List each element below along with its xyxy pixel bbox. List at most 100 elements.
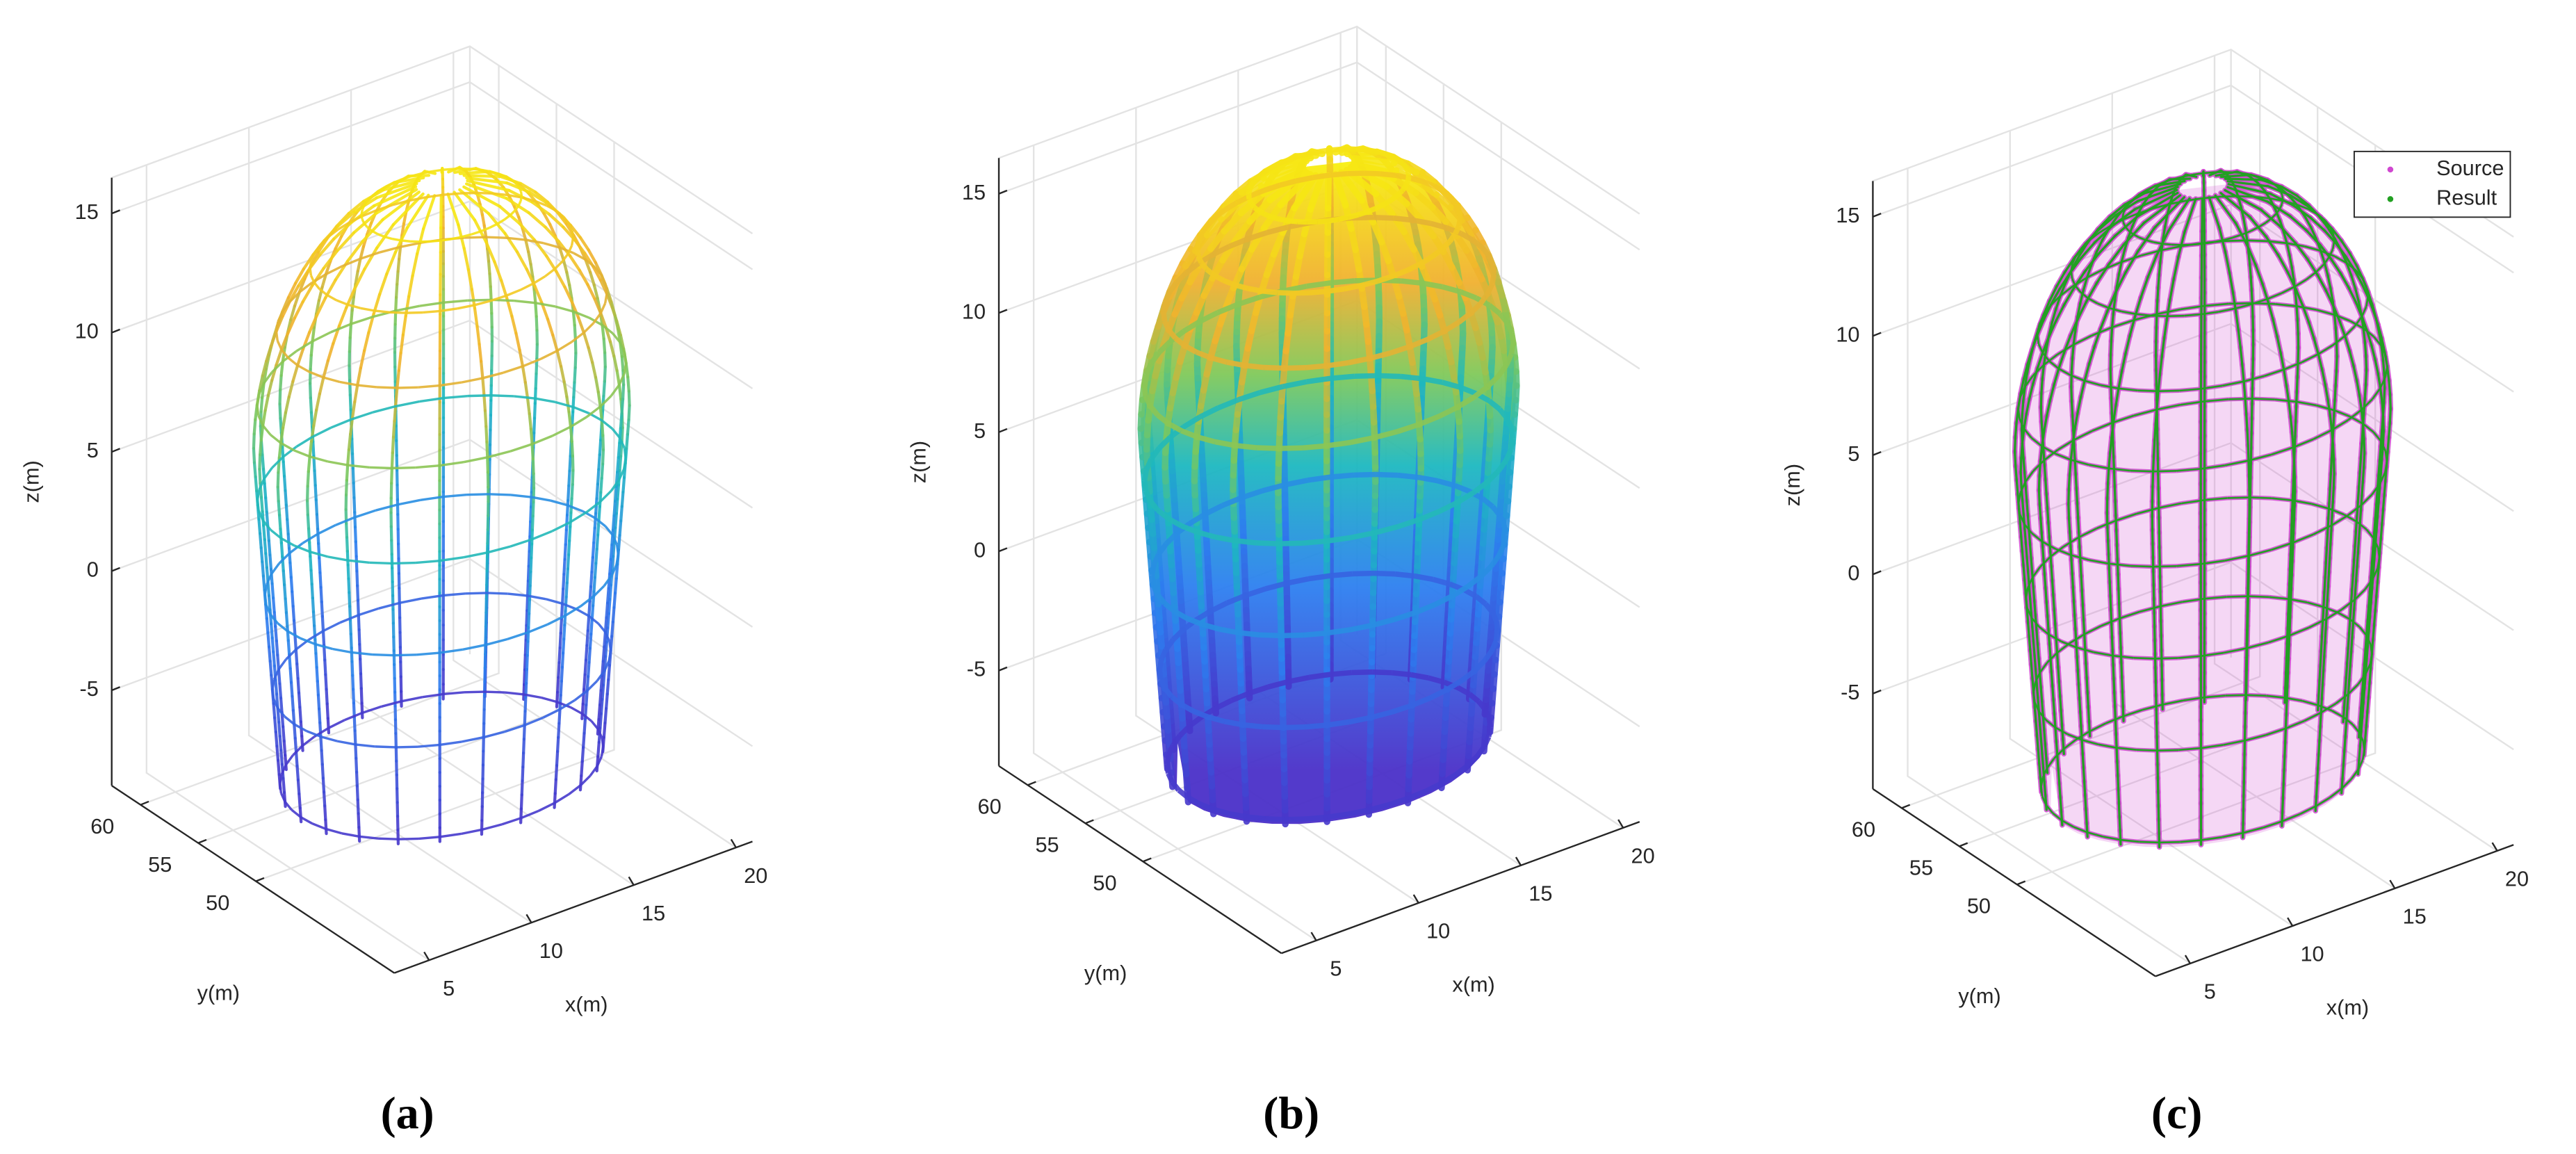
ring <box>617 469 626 481</box>
ring <box>1418 414 1441 427</box>
rib <box>307 455 311 473</box>
rib <box>359 687 364 705</box>
rib <box>358 642 362 661</box>
rib <box>2068 458 2072 476</box>
rib <box>2351 559 2356 577</box>
rib <box>488 272 492 288</box>
z-tick-label: 0 <box>87 558 99 582</box>
ring <box>402 174 412 181</box>
ring <box>360 251 381 260</box>
rib <box>2070 400 2074 417</box>
rib <box>2021 499 2025 517</box>
rib <box>2048 285 2058 302</box>
rib <box>2043 780 2047 797</box>
ring <box>1207 714 1225 724</box>
rib <box>289 304 297 322</box>
ring <box>1509 332 1516 344</box>
rib <box>607 663 612 681</box>
ring <box>1403 179 1411 187</box>
ring <box>562 602 578 611</box>
rib <box>296 778 301 796</box>
rib <box>570 439 575 458</box>
ring <box>573 310 590 319</box>
ring <box>306 729 322 738</box>
ring <box>1329 146 1341 153</box>
rib <box>2023 412 2028 430</box>
rib <box>284 489 288 507</box>
ring <box>573 252 587 261</box>
grid-line <box>2213 56 2498 852</box>
rib <box>2020 535 2024 553</box>
rib <box>2317 679 2321 697</box>
rib <box>2026 348 2034 366</box>
rib <box>2284 672 2288 690</box>
ring <box>347 303 361 309</box>
ring <box>1234 282 1248 291</box>
rib <box>2021 400 2025 416</box>
ring <box>1405 176 1412 182</box>
ring <box>562 216 570 225</box>
ring <box>1175 270 1189 284</box>
ring <box>1214 698 1233 711</box>
ring <box>293 449 311 458</box>
ring <box>535 302 556 308</box>
rib <box>2345 662 2349 679</box>
ring <box>1459 231 1474 243</box>
rib <box>2285 384 2290 403</box>
ring <box>1155 412 1170 425</box>
ring <box>339 380 358 387</box>
ring <box>1378 373 1401 380</box>
rib <box>291 604 296 622</box>
rib <box>2054 294 2062 311</box>
rib <box>276 758 281 777</box>
rib <box>2244 227 2249 242</box>
ring <box>1369 147 1379 155</box>
tick-mark <box>998 666 1008 672</box>
rib <box>2162 225 2167 240</box>
ring <box>393 653 417 657</box>
ring <box>358 607 380 617</box>
z-tick-label: 0 <box>974 537 986 562</box>
ring <box>1157 669 1164 680</box>
rib <box>481 376 486 396</box>
rib <box>316 693 321 710</box>
rib <box>2110 382 2113 400</box>
rib <box>2028 542 2032 560</box>
rib <box>542 211 552 226</box>
ring <box>1433 184 1445 194</box>
ring <box>1196 434 1216 445</box>
rib <box>557 722 561 739</box>
ring <box>1157 340 1172 355</box>
ring <box>1360 147 1370 154</box>
rib <box>586 660 591 678</box>
ring <box>1196 231 1205 242</box>
ring <box>1327 216 1339 224</box>
rib <box>484 425 489 444</box>
rib <box>297 691 302 709</box>
ring <box>471 230 482 236</box>
ring <box>279 783 283 794</box>
ring <box>1482 736 1492 748</box>
rib <box>532 288 537 304</box>
rib <box>615 368 621 387</box>
rib <box>620 426 624 444</box>
rib <box>515 250 528 271</box>
rib <box>350 400 357 420</box>
rib <box>394 282 399 299</box>
ring <box>320 735 338 742</box>
ring <box>1151 553 1161 567</box>
rib <box>2076 302 2082 319</box>
ring <box>420 495 444 501</box>
ring <box>1428 675 1445 685</box>
ring <box>1419 254 1434 266</box>
rib <box>356 584 360 602</box>
rib <box>573 238 587 255</box>
rib <box>2142 194 2182 225</box>
ring <box>1198 310 1219 324</box>
z-axis-label: z(m) <box>906 441 931 483</box>
ring <box>619 437 626 449</box>
rib <box>2048 536 2052 553</box>
rib <box>320 749 324 766</box>
rib <box>309 555 313 572</box>
ring <box>309 371 325 379</box>
